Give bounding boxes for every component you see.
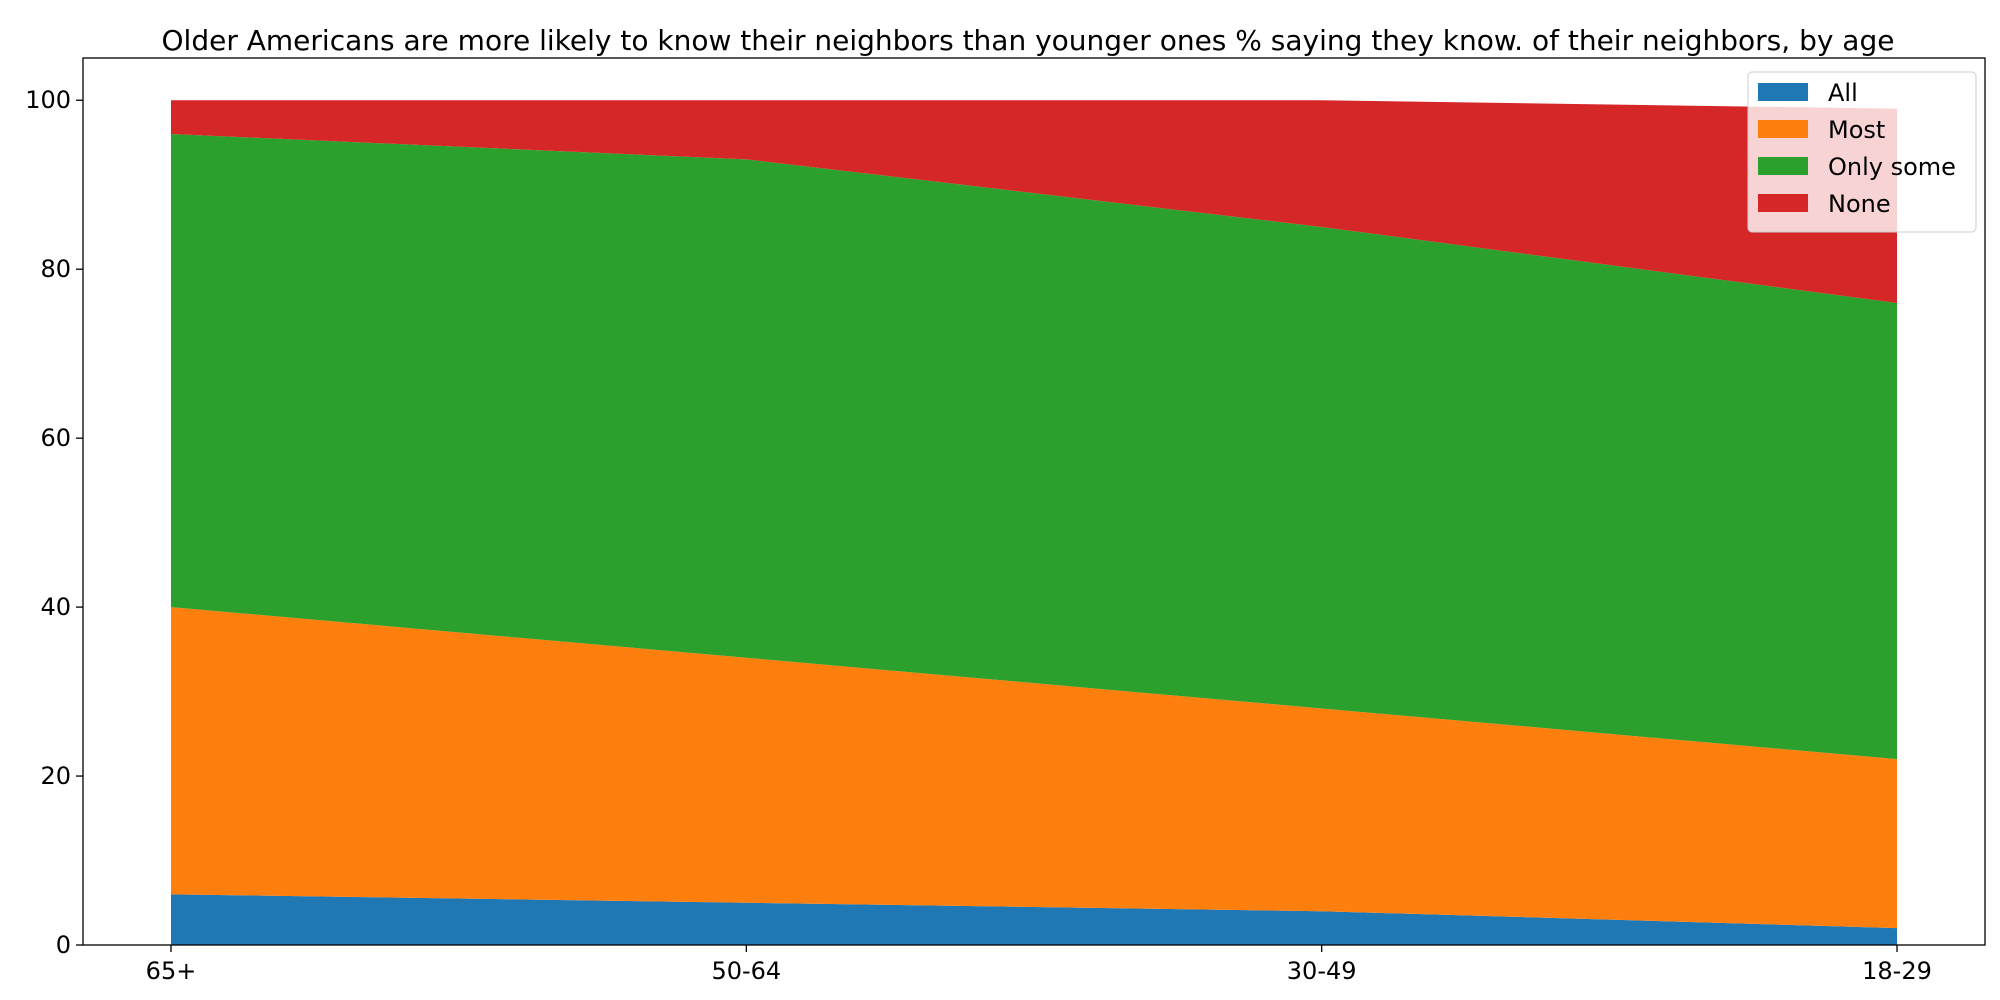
y-tick-label: 20 <box>40 762 71 790</box>
area-most <box>171 607 1897 929</box>
legend-label: None <box>1828 190 1891 218</box>
x-tick-label: 30-49 <box>1287 957 1357 985</box>
legend-swatch-all <box>1758 83 1808 101</box>
y-tick-label: 0 <box>56 931 71 959</box>
legend-label: Only some <box>1828 153 1956 181</box>
legend[interactable]: All Most Only some None <box>1747 71 1977 233</box>
plot-frame <box>82 57 1986 946</box>
legend-swatch-only-some <box>1758 157 1808 175</box>
area-series-group <box>171 100 1897 945</box>
y-tick-label: 100 <box>25 86 71 114</box>
chart-title: Older Americans are more likely to know … <box>162 24 1895 57</box>
legend-label: All <box>1828 79 1858 107</box>
y-tick-label: 40 <box>40 593 71 621</box>
x-tick-label: 50-64 <box>711 957 781 985</box>
area-none <box>171 100 1897 303</box>
legend-label: Most <box>1828 116 1885 144</box>
y-tick-label: 80 <box>40 255 71 283</box>
area-only-some <box>171 134 1897 760</box>
axes: 0 20 40 60 80 100 65+ 50-64 30-49 18-29 <box>25 57 1986 985</box>
x-tick-label: 65+ <box>146 957 197 985</box>
x-tick-label: 18-29 <box>1862 957 1932 985</box>
legend-swatch-none <box>1758 194 1808 212</box>
legend-swatch-most <box>1758 120 1808 138</box>
legend-box <box>1747 71 1977 233</box>
y-tick-label: 60 <box>40 424 71 452</box>
area-all <box>171 894 1897 945</box>
